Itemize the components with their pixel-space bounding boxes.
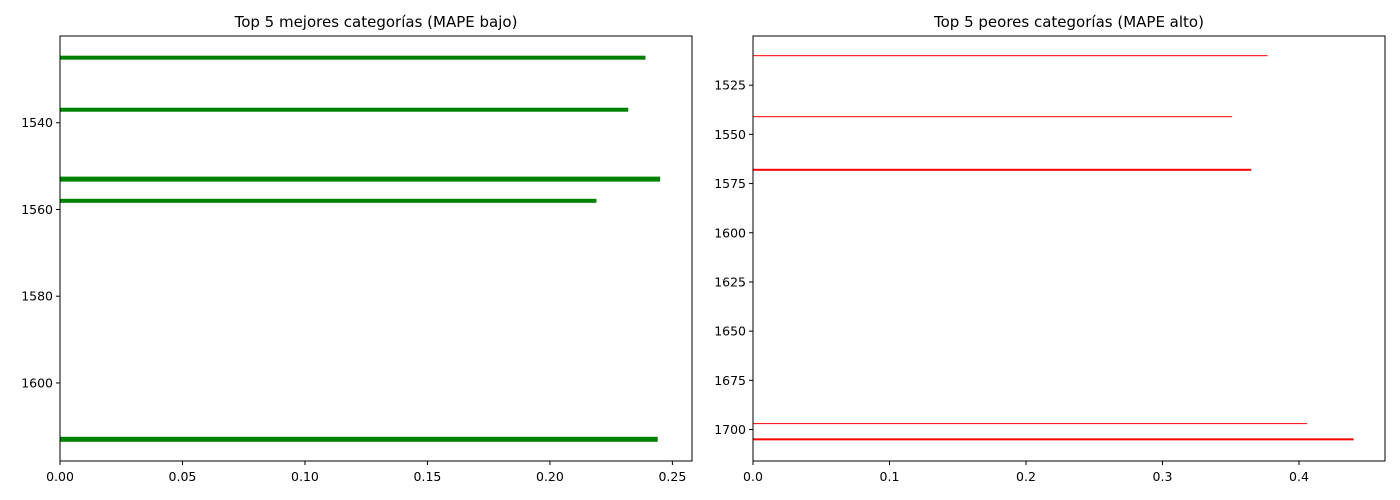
y-tick-label: 1650 <box>714 324 746 339</box>
bar <box>753 438 1354 441</box>
chart-title: Top 5 mejores categorías (MAPE bajo) <box>234 13 518 31</box>
y-tick-label: 1580 <box>21 289 53 304</box>
y-tick-label: 1525 <box>714 78 746 93</box>
x-tick-label: 0.4 <box>1289 469 1309 484</box>
bar <box>60 176 661 182</box>
axes-frame <box>59 35 693 462</box>
x-tick-label: 0.0 <box>743 469 763 484</box>
bar <box>60 198 597 203</box>
y-tick-label: 1600 <box>714 225 746 240</box>
x-tick-label: 0.25 <box>658 469 686 484</box>
x-tick-label: 0.2 <box>1016 469 1036 484</box>
chart-title: Top 5 peores categorías (MAPE alto) <box>933 13 1204 31</box>
x-tick-label: 0.05 <box>169 469 197 484</box>
bar <box>753 423 1308 425</box>
x-tick-label: 0.00 <box>46 469 74 484</box>
y-tick-label: 1550 <box>714 127 746 142</box>
bar <box>753 116 1233 118</box>
bar <box>60 107 629 112</box>
y-tick-label: 1540 <box>21 115 53 130</box>
axes-frame <box>752 35 1386 462</box>
y-tick-label: 1625 <box>714 274 746 289</box>
bar <box>60 436 658 442</box>
x-tick-label: 0.3 <box>1153 469 1173 484</box>
bar <box>753 168 1252 171</box>
bar <box>753 55 1268 57</box>
x-tick-label: 0.10 <box>291 469 319 484</box>
bar <box>60 55 646 60</box>
y-tick-label: 1600 <box>21 375 53 390</box>
y-tick-label: 1575 <box>714 176 746 191</box>
x-tick-label: 0.1 <box>880 469 900 484</box>
y-tick-label: 1700 <box>714 422 746 437</box>
y-tick-label: 1560 <box>21 202 53 217</box>
x-tick-label: 0.20 <box>536 469 564 484</box>
chart-right-worst: Top 5 peores categorías (MAPE alto) 0.0 0.… <box>714 13 1386 484</box>
chart-left-best: Top 5 mejores categorías (MAPE bajo) 0.00… <box>21 13 693 484</box>
x-tick-label: 0.15 <box>414 469 442 484</box>
y-tick-label: 1675 <box>714 373 746 388</box>
